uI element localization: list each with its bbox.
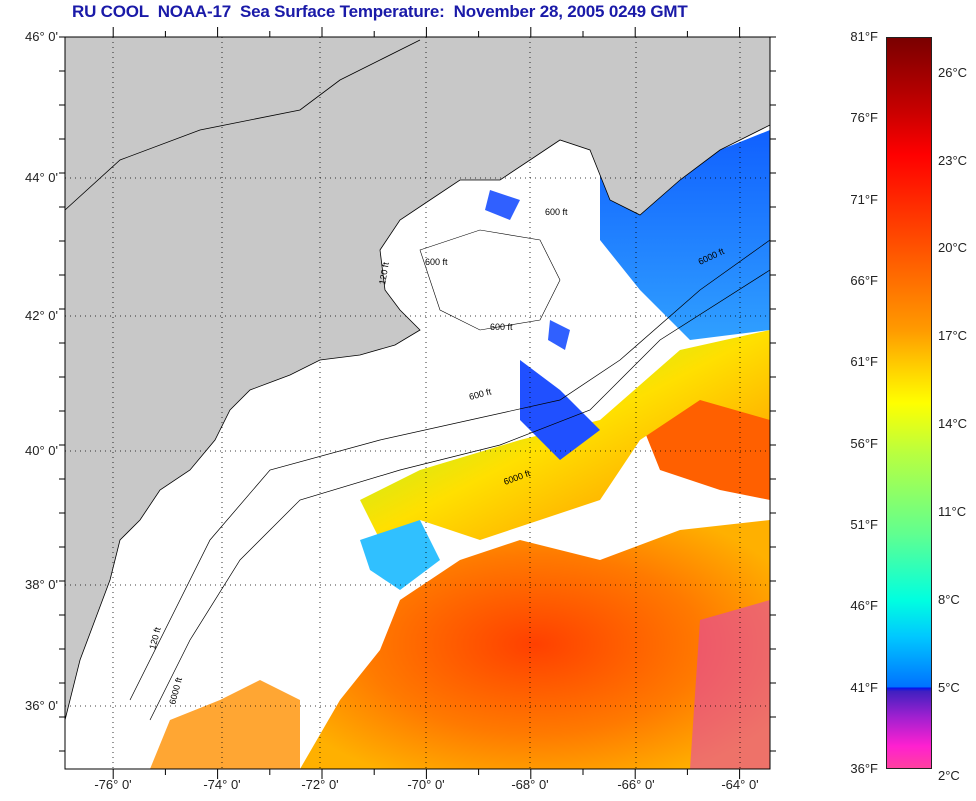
celsius-label: 2°C [938, 767, 960, 783]
sst-cold-patch [548, 320, 570, 350]
lon-label: -64° 0' [721, 777, 759, 792]
depth-contour-gulf [419, 229, 561, 331]
lon-label: -72° 0' [301, 777, 339, 792]
contour-label: 600 ft [490, 322, 513, 332]
land [64, 36, 771, 721]
state-border [64, 39, 421, 211]
map-title: RU COOL NOAA-17 Sea Surface Temperature:… [72, 2, 688, 21]
depth-contour-600ft [129, 239, 771, 701]
lat-label: 40° 0' [25, 443, 58, 458]
sst-mixed-teal [360, 520, 440, 590]
lon-label: -70° 0' [407, 777, 445, 792]
celsius-label: 8°C [938, 591, 960, 607]
contour-label: 600 ft [545, 207, 568, 217]
sst-magenta-edge [690, 600, 770, 769]
celsius-label: 17°C [938, 328, 968, 344]
fahrenheit-label: 76°F [850, 110, 878, 126]
contour-label: 120 ft [377, 261, 391, 285]
fahrenheit-label: 36°F [850, 761, 878, 776]
fahrenheit-label: 61°F [850, 354, 878, 370]
lon-label: -66° 0' [617, 777, 655, 792]
map-frame [64, 36, 771, 770]
celsius-label: 23°C [938, 152, 968, 168]
lat-label: 38° 0' [25, 577, 58, 592]
celsius-label: 26°C [938, 64, 968, 80]
sst-mixed-south [150, 680, 300, 769]
celsius-label: 20°C [938, 240, 968, 256]
fahrenheit-label: 81°F [850, 29, 878, 44]
fahrenheit-label: 41°F [850, 679, 878, 695]
lat-label: 44° 0' [25, 170, 58, 185]
lat-label: 36° 0' [25, 698, 58, 713]
celsius-label: 14°C [938, 416, 968, 432]
graticule [65, 37, 770, 769]
temperature-colorbar [886, 37, 932, 769]
axis-ticks [59, 27, 776, 779]
sst-warm-region [300, 520, 770, 769]
fahrenheit-label: 66°F [850, 273, 878, 288]
fahrenheit-label: 56°F [850, 435, 878, 451]
sst-cold-patch [485, 190, 520, 220]
celsius-label: 11°C [938, 503, 967, 519]
lon-label: -76° 0' [94, 777, 132, 792]
depth-contour-6000ft [149, 269, 771, 721]
fahrenheit-label: 51°F [850, 517, 878, 532]
lon-label: -68° 0' [511, 777, 549, 792]
celsius-label: 5°C [938, 679, 960, 695]
lat-label: 42° 0' [25, 308, 58, 323]
fahrenheit-label: 71°F [850, 191, 878, 207]
lat-label: 46° 0' [25, 29, 58, 44]
sst-cold-patch [520, 360, 600, 460]
contour-label: 600 ft [425, 257, 448, 267]
fahrenheit-label: 46°F [850, 598, 878, 614]
lon-label: -74° 0' [203, 777, 241, 792]
